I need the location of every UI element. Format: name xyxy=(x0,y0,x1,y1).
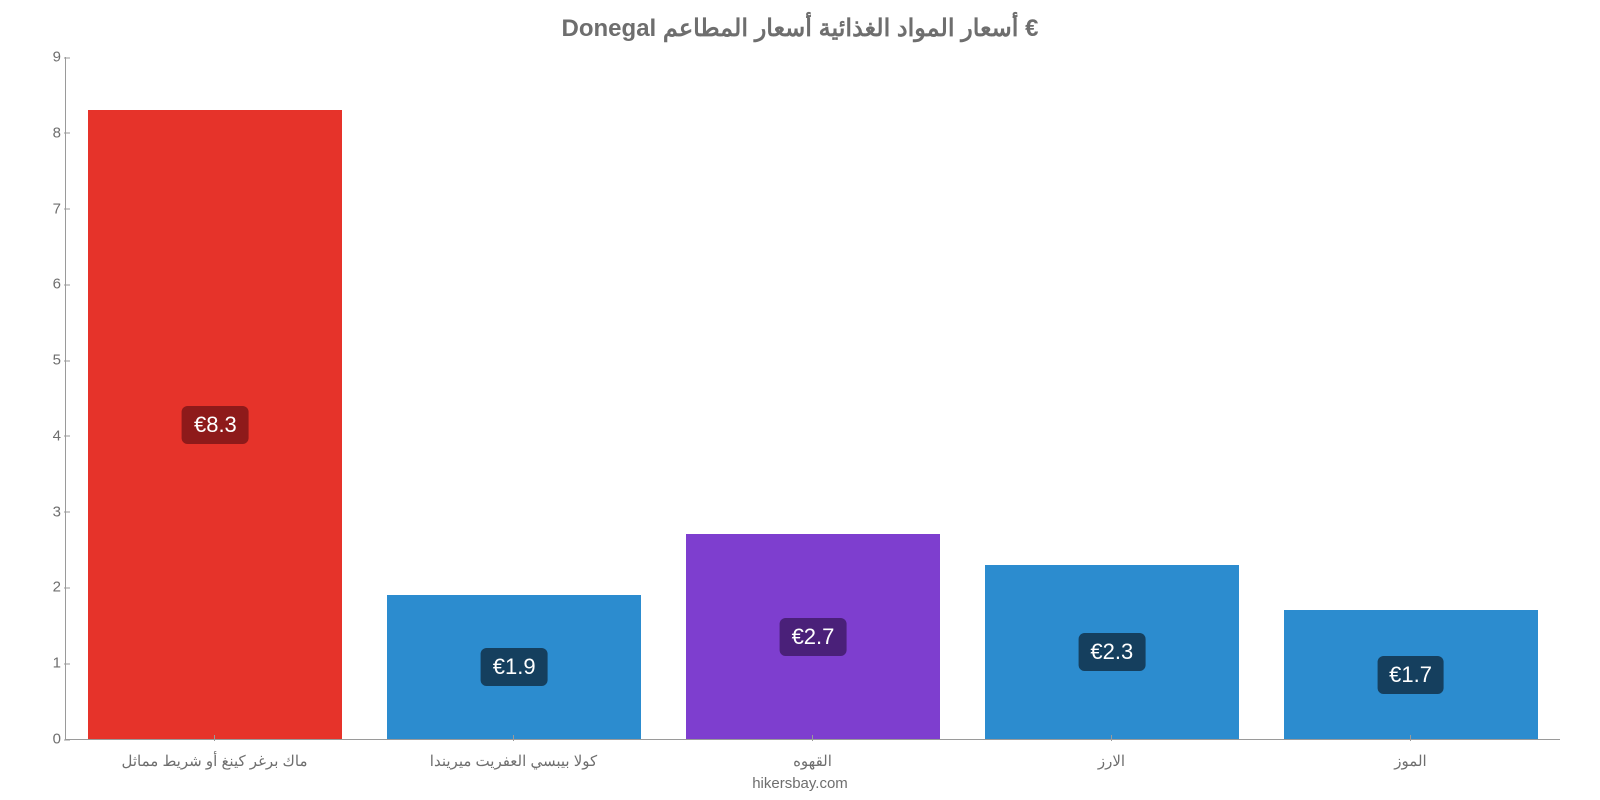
x-label: الموز xyxy=(1261,752,1560,770)
plot-area: 0123456789 €8.3€1.9€2.7€2.3€1.7 xyxy=(65,57,1560,740)
price-bar-chart: Donegal أسعار المواد الغذائية أسعار المط… xyxy=(0,0,1600,800)
plot-region: 0 1 2 3 4 5 6 7 8 9 €8.3 €1.9 €2.7 €2.3 €1.7 ماك برغر… xyxy=(30,51,1570,800)
bars-container: €8.3 €1.9 €2.7 €2.3 €1.7 xyxy=(66,57,1560,739)
chart-credit: hikersbay.com xyxy=(30,775,1570,792)
bar: €2.7 xyxy=(686,534,940,739)
bar-slot: €1.9 xyxy=(365,57,664,739)
y-tick: 9 xyxy=(31,49,61,66)
bar-slot: €1.7 xyxy=(1261,57,1560,739)
bar: €2.3 xyxy=(985,565,1239,739)
y-tick: 5 xyxy=(31,352,61,369)
value-badge: €1.9 xyxy=(481,648,548,686)
value-badge: €2.7 xyxy=(780,618,847,656)
y-tick: 6 xyxy=(31,276,61,293)
x-labels: ماك برغر كينغ أو شريط مماثلكولا بيبسي ال… xyxy=(65,752,1560,770)
bar: €8.3 xyxy=(88,110,342,739)
bar-slot: €2.3 xyxy=(962,57,1261,739)
y-tick: 2 xyxy=(31,579,61,596)
y-tick: 8 xyxy=(31,124,61,141)
y-tick: 4 xyxy=(31,427,61,444)
bar: €1.7 xyxy=(1284,610,1538,739)
bar-slot: €2.7 xyxy=(664,57,963,739)
value-badge: €2.3 xyxy=(1078,633,1145,671)
x-label: الارز xyxy=(962,752,1261,770)
y-tick: 7 xyxy=(31,200,61,217)
x-ticks xyxy=(65,735,1560,741)
y-tick: 0 xyxy=(31,731,61,748)
x-label: كولا بيبسي العفريت ميريندا xyxy=(364,752,663,770)
chart-title: Donegal أسعار المواد الغذائية أسعار المط… xyxy=(0,0,1600,51)
y-tick: 1 xyxy=(31,655,61,672)
value-badge: €8.3 xyxy=(182,406,249,444)
y-tick: 3 xyxy=(31,503,61,520)
bar: €1.9 xyxy=(387,595,641,739)
x-label: ماك برغر كينغ أو شريط مماثل xyxy=(65,752,364,770)
value-badge: €1.7 xyxy=(1377,656,1444,694)
bar-slot: €8.3 xyxy=(66,57,365,739)
x-label: القهوه xyxy=(663,752,962,770)
